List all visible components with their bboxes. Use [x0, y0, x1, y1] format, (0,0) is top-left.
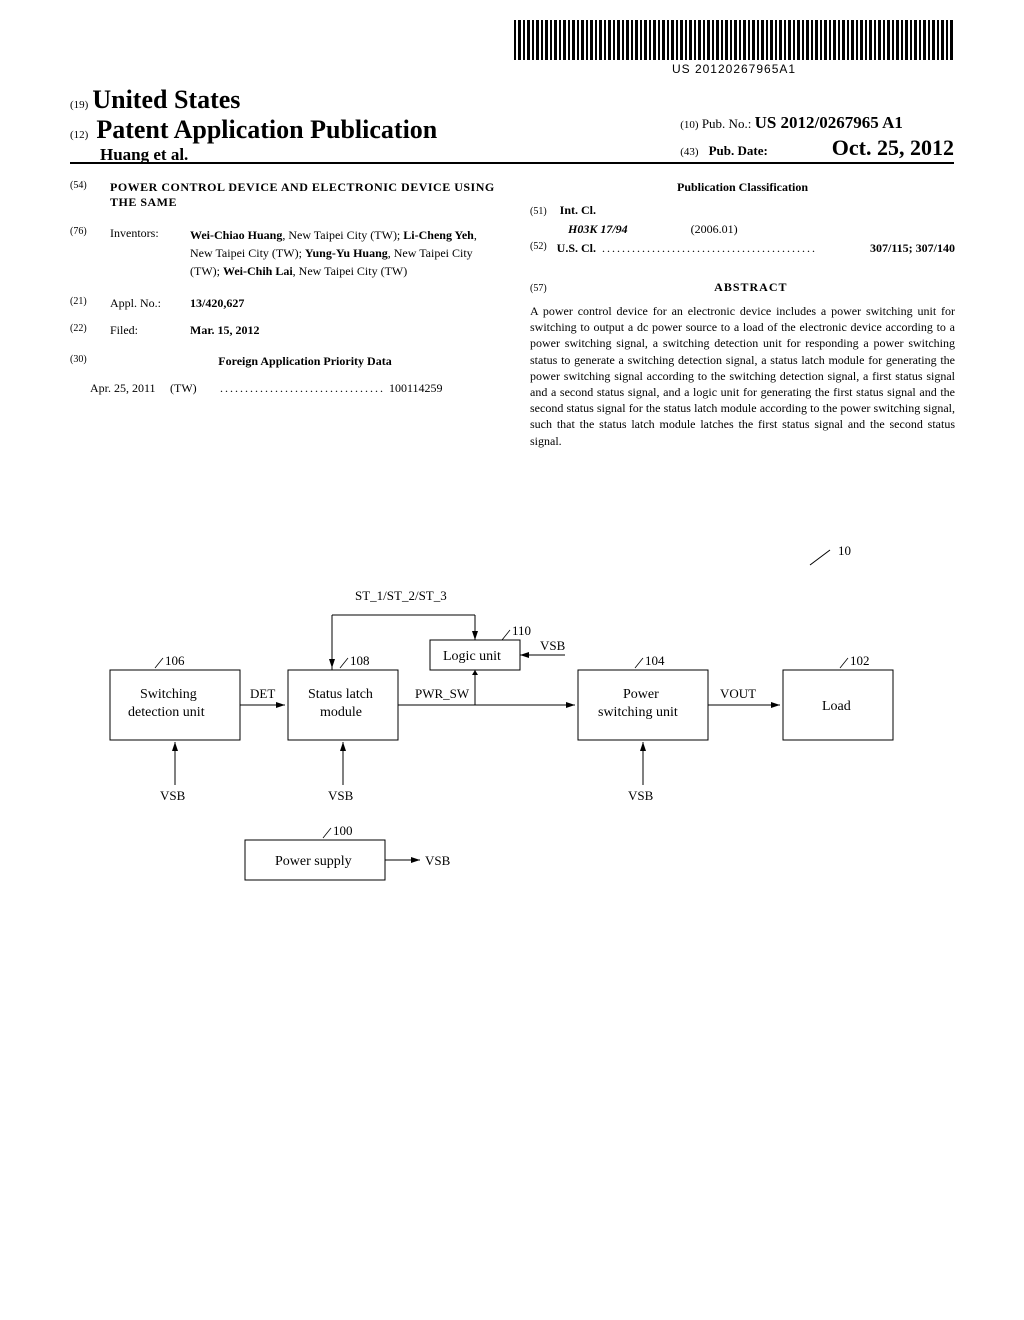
latch-label-1: Status latch [308, 687, 373, 702]
int-cl-value-row: H03K 17/94 (2006.01) [530, 222, 955, 237]
filed-label: Filed: [110, 323, 190, 338]
us-cl-value: 307/115; 307/140 [870, 241, 955, 256]
power-supply-label: Power supply [275, 854, 352, 869]
filed-row: (22) Filed: Mar. 15, 2012 [70, 323, 500, 338]
appl-no-label: Appl. No.: [110, 296, 190, 311]
pub-date-label: Pub. Date: [709, 143, 768, 158]
priority-date: Apr. 25, 2011 [70, 381, 170, 396]
inventor-1: Wei-Chiao Huang [190, 228, 282, 242]
priority-data-row: Apr. 25, 2011 (TW) .....................… [70, 381, 500, 396]
field-code-52: (52) [530, 241, 547, 256]
power-sw-label-1: Power [623, 687, 659, 702]
vsb-2: VSB [328, 788, 354, 803]
publication-number: US 2012/0267965 A1 [755, 113, 903, 132]
vsb-1: VSB [160, 788, 186, 803]
inventor-4: Wei-Chih Lai [223, 264, 293, 278]
int-cl-value: H03K 17/94 [568, 222, 628, 236]
field-code-21: (21) [70, 296, 110, 311]
power-sw-label-2: switching unit [598, 705, 678, 720]
country-name: United States [92, 85, 240, 114]
field-code-51: (51) [530, 206, 547, 217]
switching-label-1: Switching [140, 687, 197, 702]
latch-label-2: module [320, 705, 362, 720]
switching-label-2: detection unit [128, 705, 205, 720]
det-label: DET [250, 686, 275, 701]
int-cl-year: (2006.01) [691, 222, 738, 236]
field-code-22: (22) [70, 323, 110, 338]
appl-no-row: (21) Appl. No.: 13/420,627 [70, 296, 500, 311]
vsb-out: VSB [425, 853, 451, 868]
inventors-label: Inventors: [110, 226, 190, 280]
field-code-30: (30) [70, 354, 110, 369]
ref-106: 106 [165, 653, 185, 668]
ref-10: 10 [838, 543, 851, 558]
field-code-10: (10) [680, 119, 698, 131]
abstract-label: ABSTRACT [547, 280, 955, 295]
pub-no-label: Pub. No.: [702, 116, 751, 131]
field-code-19: (19) [70, 99, 88, 111]
pub-date-line: (43) Pub. Date: Oct. 25, 2012 [680, 135, 954, 161]
field-code-43: (43) [680, 146, 698, 158]
ref-110: 110 [512, 623, 531, 638]
barcode-graphic [514, 20, 954, 60]
biblio-left-column: (54) POWER CONTROL DEVICE AND ELECTRONIC… [70, 180, 500, 396]
load-label: Load [822, 699, 851, 714]
field-code-54: (54) [70, 180, 110, 210]
field-code-76: (76) [70, 226, 110, 280]
inventor-3: Yung-Yu Huang [305, 246, 388, 260]
biblio-right-column: Publication Classification (51) Int. Cl.… [530, 180, 955, 449]
priority-header-row: (30) Foreign Application Priority Data [70, 354, 500, 369]
barcode-section: US 20120267965A1 [514, 20, 954, 76]
document-header: (19) United States (12) Patent Applicati… [70, 85, 954, 165]
priority-number: 100114259 [389, 381, 443, 396]
signal-st-label: ST_1/ST_2/ST_3 [355, 588, 447, 603]
title-row: (54) POWER CONTROL DEVICE AND ELECTRONIC… [70, 180, 500, 210]
ref-100: 100 [333, 823, 353, 838]
invention-title: POWER CONTROL DEVICE AND ELECTRONIC DEVI… [110, 180, 500, 210]
int-cl-label: Int. Cl. [560, 203, 596, 217]
header-divider [70, 162, 954, 164]
header-left: (19) United States (12) Patent Applicati… [70, 85, 437, 165]
priority-dots: ................................. [220, 381, 385, 396]
priority-header: Foreign Application Priority Data [110, 354, 500, 369]
us-cl-row: (52) U.S. Cl. ..........................… [530, 241, 955, 256]
inventors-list: Wei-Chiao Huang, New Taipei City (TW); L… [190, 226, 500, 280]
diagram-svg: 10 ST_1/ST_2/ST_3 Logic unit 110 VSB Swi… [70, 540, 954, 940]
us-cl-label: U.S. Cl. [557, 241, 596, 256]
block-diagram: 10 ST_1/ST_2/ST_3 Logic unit 110 VSB Swi… [70, 540, 954, 940]
inventors-row: (76) Inventors: Wei-Chiao Huang, New Tai… [70, 226, 500, 280]
int-cl-row: (51) Int. Cl. [530, 203, 955, 218]
us-cl-dots: ........................................… [602, 241, 864, 256]
pub-no-line: (10) Pub. No.: US 2012/0267965 A1 [680, 113, 954, 133]
header-right: (10) Pub. No.: US 2012/0267965 A1 (43) P… [680, 85, 954, 161]
application-number: 13/420,627 [190, 296, 500, 311]
pwr-sw-label: PWR_SW [415, 686, 470, 701]
classification-header: Publication Classification [530, 180, 955, 195]
ref-104: 104 [645, 653, 665, 668]
filed-date: Mar. 15, 2012 [190, 323, 500, 338]
ref-108: 108 [350, 653, 370, 668]
publication-type: Patent Application Publication [96, 115, 437, 144]
abstract-header-row: (57) ABSTRACT [530, 266, 955, 303]
field-code-12: (12) [70, 129, 88, 141]
inventor-2: Li-Cheng Yeh [403, 228, 474, 242]
logic-unit-label: Logic unit [443, 649, 501, 664]
publication-date: Oct. 25, 2012 [832, 135, 954, 160]
vout-label: VOUT [720, 686, 756, 701]
ref-102: 102 [850, 653, 870, 668]
vsb-logic-label: VSB [540, 638, 566, 653]
vsb-3: VSB [628, 788, 654, 803]
barcode-text: US 20120267965A1 [514, 62, 954, 76]
priority-country: (TW) [170, 381, 220, 396]
abstract-text: A power control device for an electronic… [530, 303, 955, 449]
field-code-57: (57) [530, 283, 547, 294]
